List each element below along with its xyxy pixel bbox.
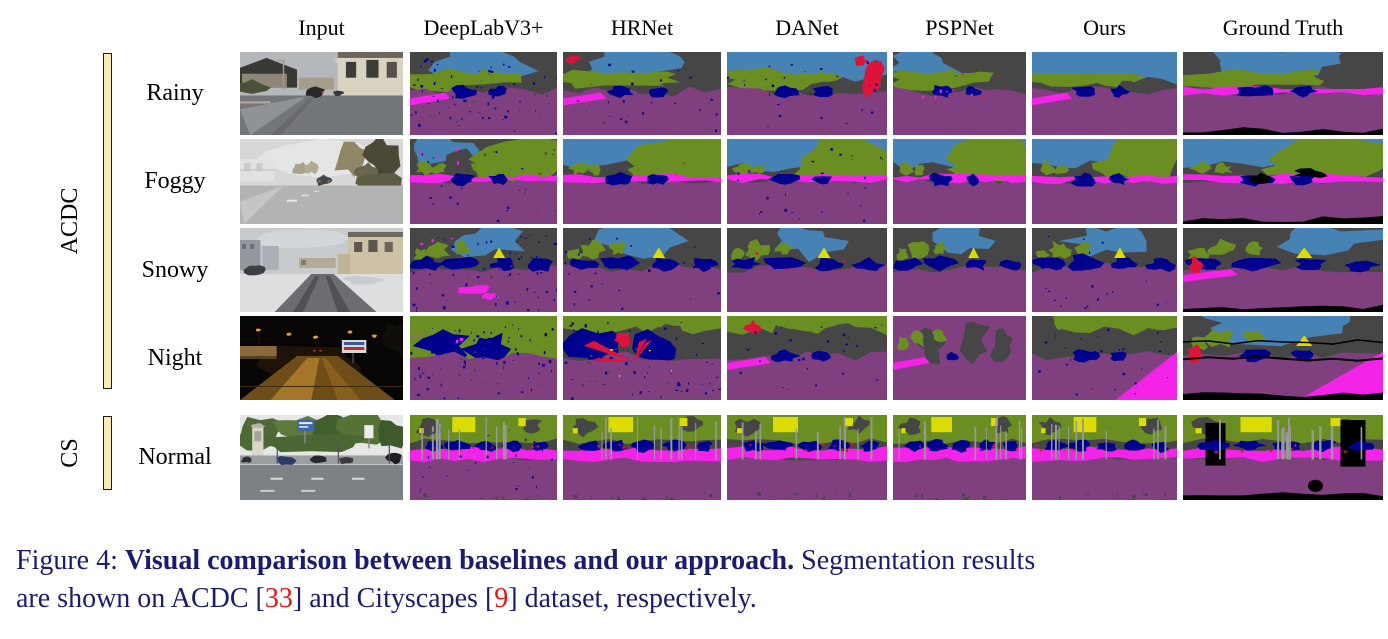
column-header: Input (298, 15, 345, 40)
group-bar (103, 416, 112, 490)
row-label: Snowy (141, 256, 209, 283)
caption-text: Visual comparison between baselines and … (124, 545, 795, 576)
group-bar (103, 53, 112, 389)
figure-caption: Figure 4: Visual comparison between base… (16, 542, 1378, 618)
segmentation-image (410, 52, 557, 135)
segmentation-image (563, 316, 721, 400)
column-header: DANet (775, 15, 839, 40)
ground-truth-image (1183, 316, 1383, 400)
segmentation-image (727, 316, 887, 400)
segmentation-image (410, 415, 557, 500)
column-header: HRNet (610, 15, 674, 40)
caption-text: ] and Cityscapes [ (292, 583, 495, 614)
caption-text: Segmentation results (794, 545, 1036, 576)
segmentation-image (893, 52, 1026, 135)
segmentation-image (893, 415, 1026, 500)
input-photo (240, 52, 403, 135)
segmentation-image (563, 415, 721, 500)
segmentation-image (1032, 139, 1177, 224)
input-photo (240, 415, 403, 500)
segmentation-image (410, 228, 557, 312)
column-header: PSPNet (925, 15, 994, 40)
segmentation-image (727, 139, 887, 224)
input-photo (240, 139, 403, 224)
column-header: DeepLabV3+ (423, 15, 544, 40)
segmentation-image (1032, 316, 1177, 400)
row-label: Foggy (144, 168, 206, 194)
input-photo (240, 316, 403, 400)
caption-line: Figure 4: Visual comparison between base… (16, 542, 1378, 580)
row-label: Night (147, 344, 203, 371)
caption-text: are shown on ACDC [ (16, 583, 265, 614)
segmentation-image (1032, 415, 1177, 500)
caption-text: Figure 4: (16, 545, 125, 576)
citation-number: 33 (264, 583, 293, 614)
segmentation-image (563, 52, 721, 135)
segmentation-image (410, 139, 557, 224)
ground-truth-image (1183, 52, 1383, 135)
segmentation-image (893, 228, 1026, 312)
segmentation-image (727, 415, 887, 500)
ground-truth-image (1183, 228, 1383, 312)
segmentation-image (1032, 228, 1177, 312)
segmentation-image (410, 316, 557, 400)
segmentation-image (1032, 52, 1177, 135)
segmentation-image (563, 228, 721, 312)
segmentation-image (893, 139, 1026, 224)
caption-line: are shown on ACDC [33] and Cityscapes [9… (16, 580, 1378, 618)
input-photo (240, 228, 403, 312)
caption-text: ] dataset, respectively. (508, 583, 757, 614)
segmentation-image (563, 139, 721, 224)
segmentation-image (727, 52, 887, 135)
segmentation-image (893, 316, 1026, 400)
group-label: CS (56, 438, 83, 468)
group-label: ACDC (56, 187, 83, 255)
column-header: Ground Truth (1222, 15, 1344, 40)
segmentation-image (727, 228, 887, 312)
ground-truth-image (1183, 415, 1383, 500)
row-label: Normal (138, 444, 212, 470)
row-label: Rainy (146, 80, 204, 106)
citation-number: 9 (494, 583, 509, 614)
column-header: Ours (1083, 15, 1126, 40)
ground-truth-image (1183, 139, 1383, 224)
